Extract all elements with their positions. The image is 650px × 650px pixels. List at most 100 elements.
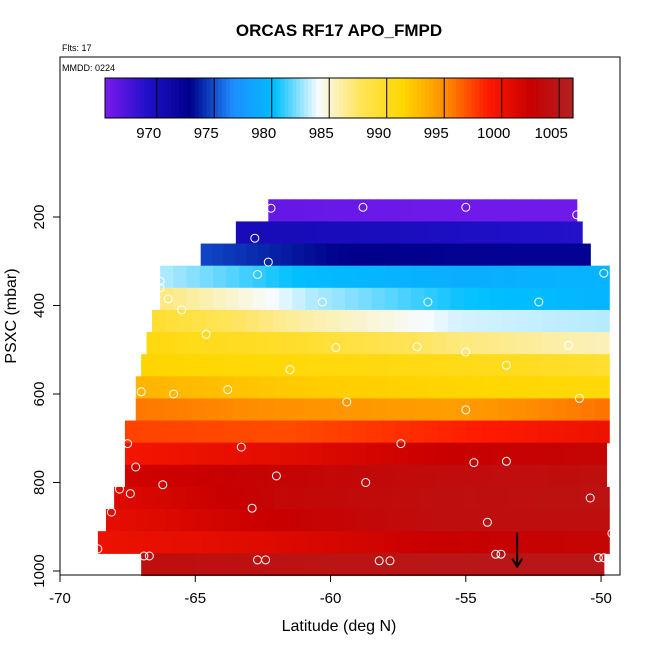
heatmap-cell xyxy=(440,199,451,223)
colorbar-swatch xyxy=(413,78,418,118)
heatmap-cell xyxy=(214,332,229,355)
heatmap-cell xyxy=(209,464,225,488)
heatmap-cell xyxy=(418,243,431,267)
heatmap-cell xyxy=(323,531,340,554)
heatmap-cell xyxy=(540,199,551,223)
heatmap-cell xyxy=(212,243,225,267)
heatmap-cell xyxy=(205,376,220,400)
heatmap-cell xyxy=(490,221,502,245)
heatmap-cell xyxy=(340,309,355,333)
heatmap-cell xyxy=(288,486,304,510)
sample-point xyxy=(317,297,327,307)
heatmap-cell xyxy=(265,287,280,311)
colorbar-tick-label: 995 xyxy=(424,125,449,142)
heatmap-cell xyxy=(495,199,505,223)
heatmap-cell xyxy=(364,332,379,355)
colorbar-swatch xyxy=(249,78,254,118)
heatmap-cell xyxy=(487,243,500,267)
heatmap-cell xyxy=(278,531,294,554)
heatmap-cell xyxy=(326,243,339,267)
heatmap-cell xyxy=(236,553,251,577)
colorbar-swatch xyxy=(346,78,352,118)
sample-point xyxy=(534,297,544,307)
heatmap-cell xyxy=(353,531,370,554)
heatmap-cell xyxy=(408,442,423,466)
heatmap-cell xyxy=(398,221,410,245)
colorbar-swatch xyxy=(514,78,519,118)
heatmap-cell xyxy=(388,221,400,245)
heatmap-cell xyxy=(436,464,452,488)
heatmap-cell xyxy=(450,287,465,311)
heatmap-cell xyxy=(309,442,324,466)
heatmap-cell xyxy=(394,464,409,488)
heatmap-cell xyxy=(135,398,151,422)
heatmap-cell xyxy=(239,265,254,289)
sample-point xyxy=(593,553,603,563)
colorbar-swatch xyxy=(292,78,297,118)
heatmap-cell xyxy=(149,376,165,400)
heatmap-cell xyxy=(276,221,288,245)
heatmap-cell xyxy=(210,420,226,444)
colorbar-swatch xyxy=(374,78,379,118)
heatmap-cell xyxy=(345,553,360,577)
heatmap-cell xyxy=(554,332,569,355)
heatmap-cell xyxy=(441,243,454,267)
heatmap-cell xyxy=(245,486,261,510)
heatmap-cell xyxy=(499,354,514,377)
colorbar-swatch xyxy=(530,78,535,118)
heatmap-cell xyxy=(309,332,325,355)
colorbar-swatch xyxy=(268,78,274,118)
heatmap-cell xyxy=(541,332,556,355)
heatmap-cell xyxy=(323,332,338,355)
heatmap-cell xyxy=(296,332,311,355)
heatmap-cell xyxy=(529,265,544,289)
heatmap-cell xyxy=(337,332,352,355)
sample-point xyxy=(461,202,471,212)
heatmap-cell xyxy=(474,309,489,333)
colorbar-swatch xyxy=(105,78,110,118)
heatmap-cell xyxy=(497,376,513,400)
heatmap-cell xyxy=(525,398,541,422)
heatmap-cell xyxy=(556,265,571,289)
heatmap-cell xyxy=(569,287,584,311)
heatmap-cell xyxy=(594,509,610,532)
heatmap-cell xyxy=(372,243,385,267)
colorbar-swatch xyxy=(245,78,250,118)
heatmap-cell xyxy=(540,354,555,377)
heatmap-cell xyxy=(120,509,137,532)
heatmap-cell xyxy=(367,309,382,333)
heatmap-cell xyxy=(333,354,349,377)
colorbar-swatch xyxy=(424,78,430,118)
heatmap-cell xyxy=(525,376,541,400)
colorbar-swatch xyxy=(198,78,204,118)
colorbar-swatch xyxy=(261,78,266,118)
heatmap-cell xyxy=(163,376,179,400)
sample-point xyxy=(93,544,103,554)
arrow-head xyxy=(511,558,524,569)
heatmap-cell xyxy=(261,376,276,400)
colorbar-swatch xyxy=(440,78,445,118)
heatmap-cell xyxy=(315,243,328,267)
heatmap-cell xyxy=(331,265,346,289)
heatmap-cell xyxy=(345,265,359,289)
heatmap-cell xyxy=(195,553,210,577)
heatmap-cell xyxy=(253,420,268,444)
heatmap-cell xyxy=(97,531,114,554)
heatmap-cell xyxy=(351,442,367,466)
heatmap-cell xyxy=(256,221,267,245)
colorbar-swatch xyxy=(233,78,239,118)
heatmap-cell xyxy=(302,376,318,400)
colorbar-swatch xyxy=(526,78,531,118)
heatmap-cell xyxy=(384,243,397,267)
heatmap-cell xyxy=(255,332,270,355)
heatmap-cell xyxy=(302,398,318,422)
heatmap-cell xyxy=(358,376,374,400)
heatmap-cell xyxy=(429,243,442,267)
heatmap-cell xyxy=(595,309,610,333)
y-axis-label: PSXC (mbar) xyxy=(3,268,20,363)
heatmap-cell xyxy=(436,442,452,466)
colorbar-swatch xyxy=(518,78,523,118)
heatmap-cell xyxy=(292,287,306,311)
sample-point xyxy=(125,489,135,499)
heatmap-cell xyxy=(238,464,253,488)
